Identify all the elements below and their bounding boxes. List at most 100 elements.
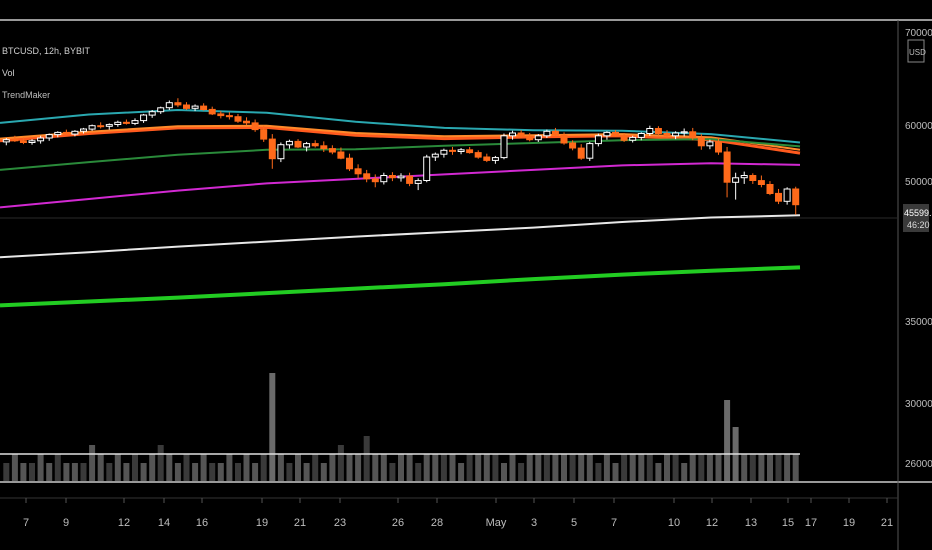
candle-body [594, 135, 602, 145]
candle [775, 188, 782, 205]
candle-body [174, 102, 182, 106]
volume-bar [200, 454, 207, 481]
time-axis-label: 9 [63, 517, 69, 529]
candle [680, 128, 688, 137]
candle-body [663, 133, 671, 137]
candle-body [346, 157, 353, 170]
volume-bar [655, 463, 662, 481]
candle [689, 127, 697, 141]
candle [534, 134, 542, 142]
candle [431, 152, 439, 161]
candle-body [526, 135, 534, 141]
candle [157, 106, 165, 114]
volume-bar [509, 454, 516, 481]
candle [509, 130, 516, 140]
candle-body [62, 131, 70, 135]
candle-body [749, 175, 757, 181]
time-axis-label: 16 [196, 517, 208, 529]
candle-body [637, 133, 645, 138]
candle-body [380, 175, 388, 183]
volume-bar [123, 463, 130, 481]
candle [397, 173, 405, 182]
volume-bar [269, 373, 276, 481]
candle [11, 135, 19, 142]
candle-body [285, 140, 293, 146]
candle-body [19, 140, 27, 144]
volume-bar [398, 454, 404, 481]
volume-bar [535, 454, 542, 481]
candle [646, 125, 654, 136]
candle [406, 172, 414, 187]
indicator-legend[interactable]: TrendMaker [2, 90, 51, 100]
candle [491, 155, 499, 164]
candle-body [71, 130, 79, 135]
candle [663, 130, 671, 139]
volume-bar [552, 454, 559, 481]
time-axis-label: 19 [843, 517, 855, 529]
candle [328, 145, 336, 155]
candle-body [483, 156, 491, 161]
volume-bar [174, 463, 181, 481]
volume-bar [518, 463, 525, 481]
volume-bars [0, 373, 800, 481]
candle-body [45, 134, 53, 139]
candle [54, 131, 62, 138]
candle [71, 130, 79, 137]
symbol-label[interactable]: BTCUSD, 12h, BYBIT [2, 46, 91, 56]
candle [28, 139, 36, 145]
candle-body [620, 135, 628, 141]
candle [320, 141, 328, 152]
time-axis-label: 23 [334, 517, 346, 529]
volume-bar [578, 454, 585, 481]
candle-body [80, 128, 87, 132]
volume-bar [689, 454, 696, 481]
volume-bar [303, 463, 310, 481]
candle [483, 153, 491, 163]
candle [208, 106, 216, 116]
candle [715, 138, 722, 155]
volume-bar [226, 454, 233, 481]
candle [311, 140, 319, 148]
time-axis-label: 5 [571, 517, 577, 529]
candle [449, 146, 456, 155]
currency-box[interactable] [907, 39, 925, 63]
volume-legend[interactable]: Vol [2, 68, 15, 78]
candle [148, 110, 156, 118]
time-axis-label: 12 [118, 517, 130, 529]
volume-bar [458, 463, 465, 481]
volume-bar [483, 454, 490, 481]
volume-bar [664, 454, 670, 481]
candle [723, 146, 731, 198]
candle [629, 135, 637, 143]
candle [466, 146, 474, 154]
volume-bar [586, 454, 593, 481]
candle-body [268, 138, 276, 160]
time-axis-label: May [486, 517, 507, 529]
volume-bar [406, 454, 413, 481]
candle [2, 138, 10, 146]
candle-body [732, 177, 740, 183]
volume-bar [569, 454, 576, 481]
candle-body [388, 175, 396, 179]
candle-body [577, 147, 585, 159]
candle [500, 133, 508, 160]
volume-bar [114, 454, 121, 481]
volume-bar [638, 454, 645, 481]
candle-body [440, 149, 448, 155]
candle [654, 126, 662, 136]
time-axis-label: 26 [392, 517, 404, 529]
volume-bar [501, 463, 507, 481]
candle-body [28, 140, 36, 144]
candle [183, 102, 190, 110]
candle [672, 131, 680, 140]
candle-body [586, 143, 594, 159]
volume-bar [724, 400, 731, 481]
candle [637, 132, 645, 141]
candle-body [363, 173, 371, 180]
candle [543, 129, 551, 138]
volume-bar [612, 463, 619, 481]
volume-bar [71, 463, 78, 481]
candle-body [225, 115, 233, 118]
